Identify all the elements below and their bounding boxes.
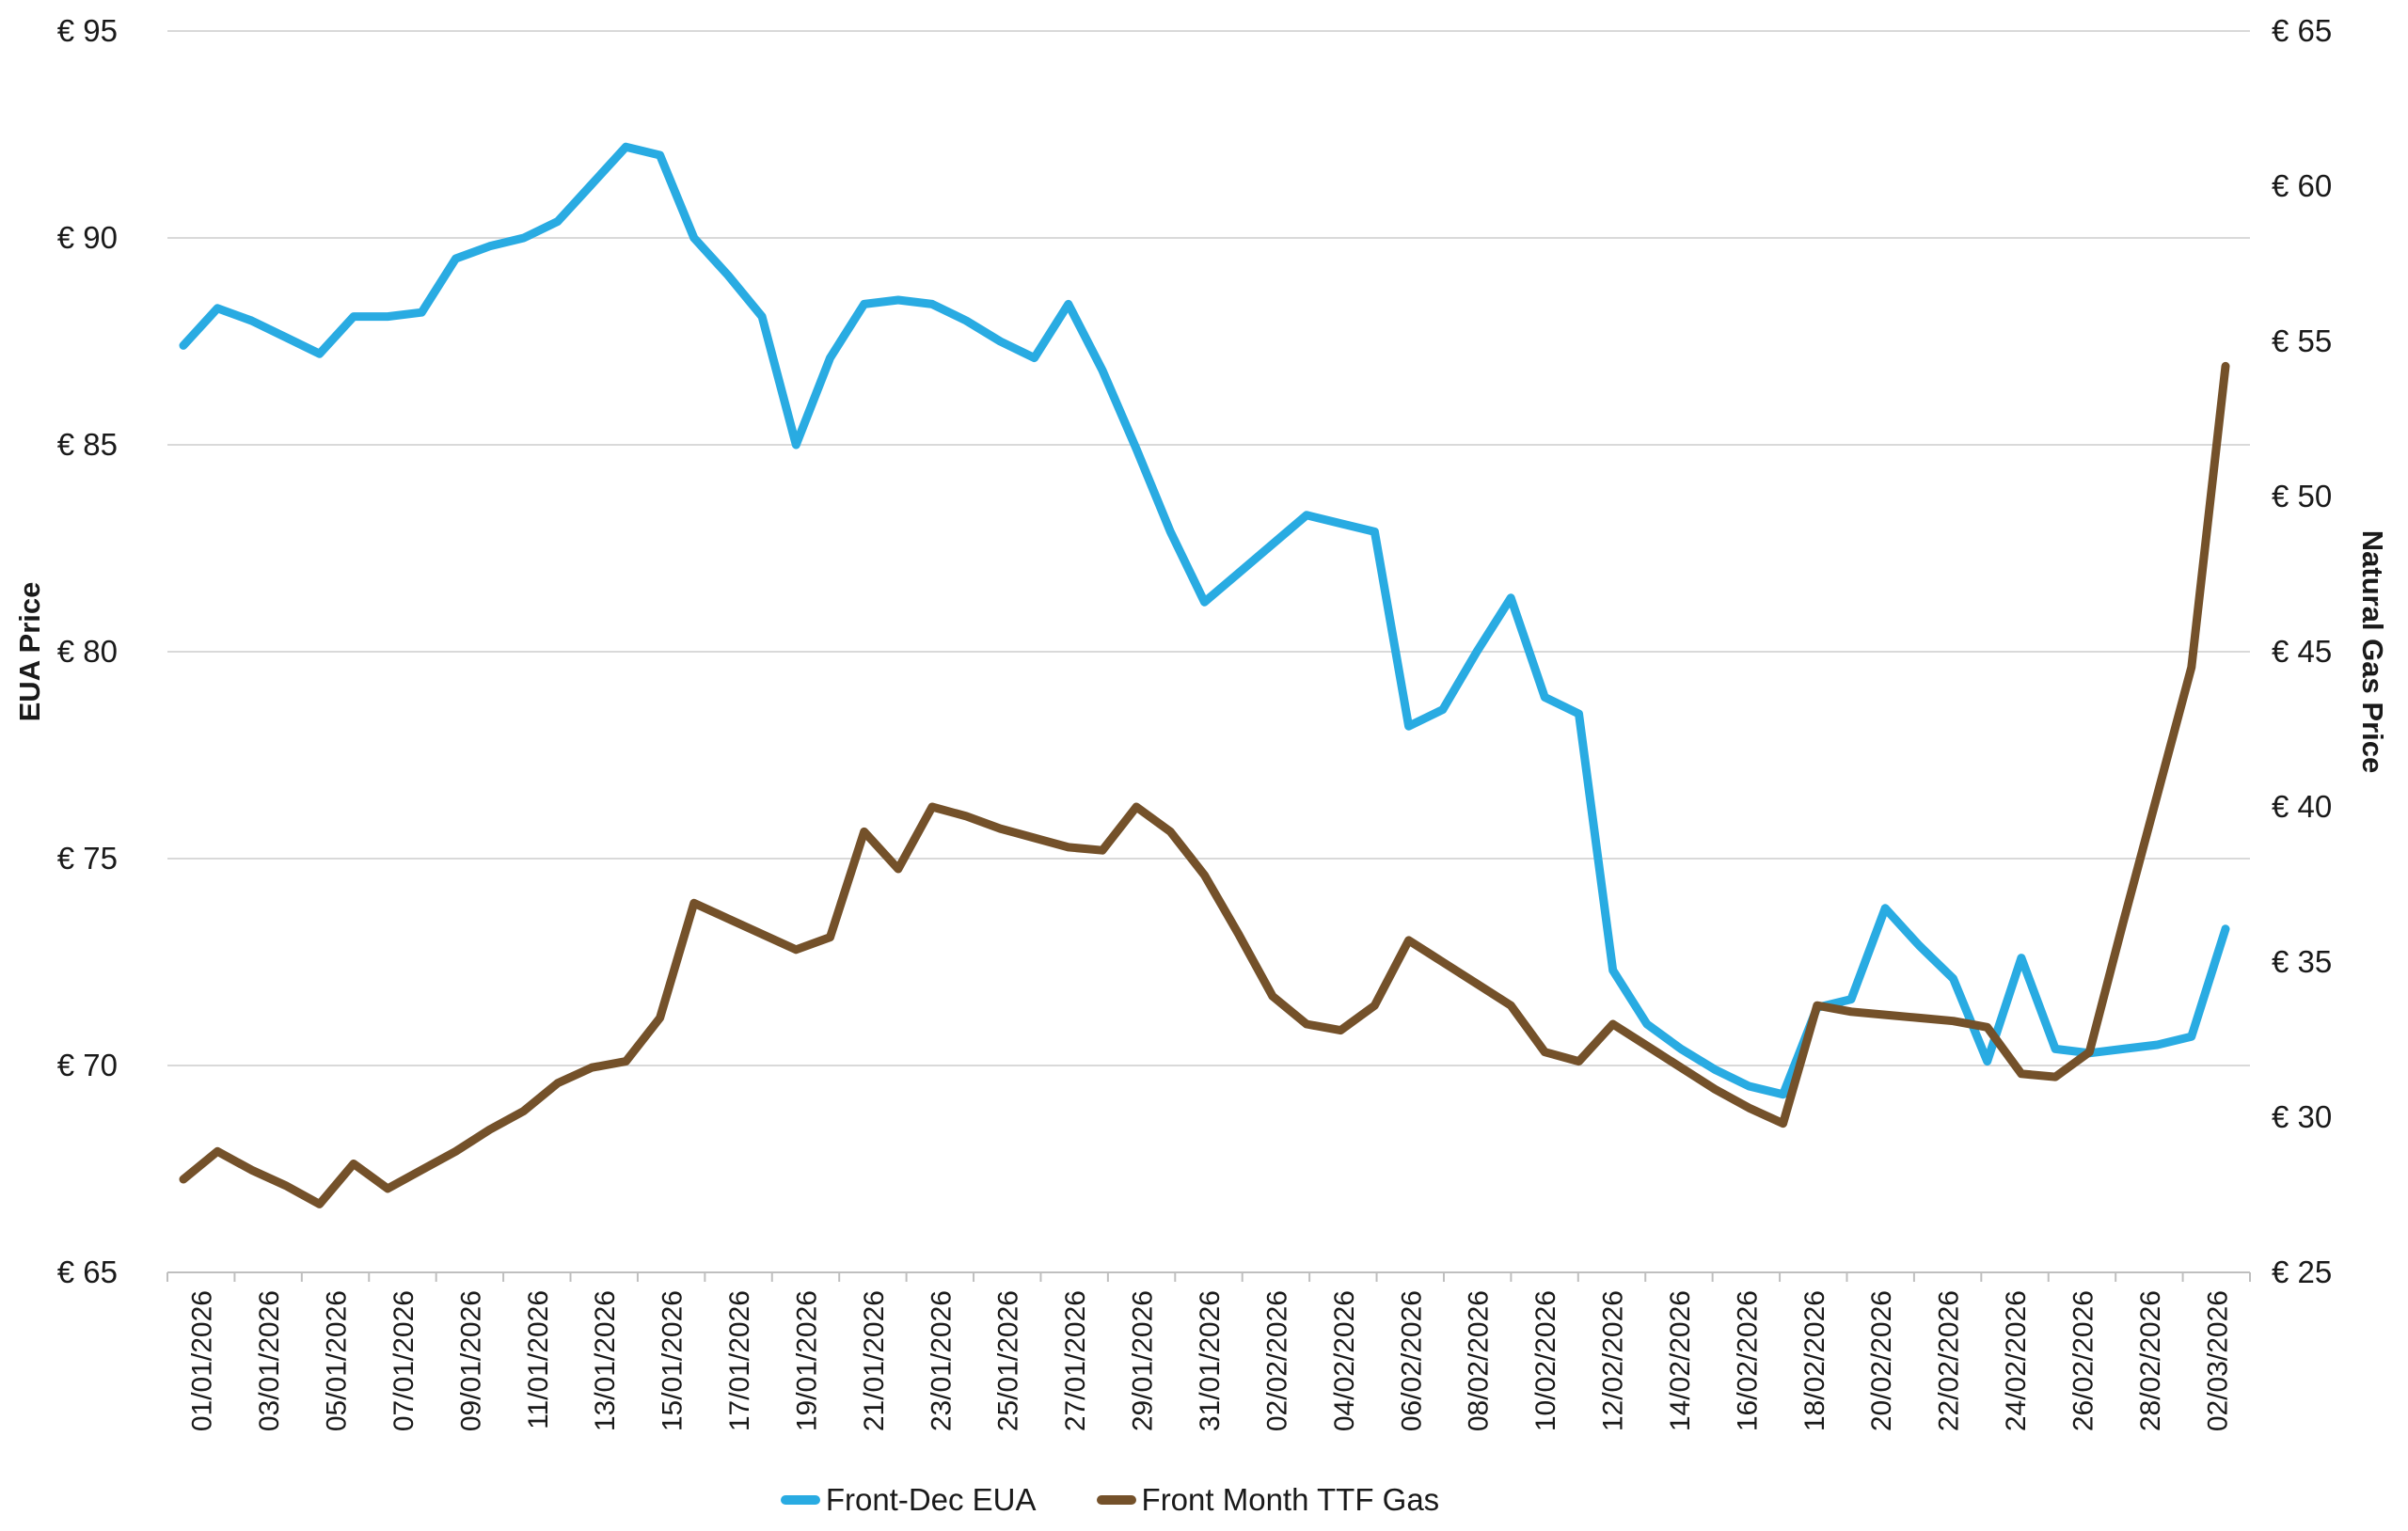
series-front-month-ttf-gas: [179, 361, 2230, 1208]
x-tick-label: 20/02/2026: [1866, 1290, 1897, 1431]
x-tick-label: 18/02/2026: [1799, 1290, 1830, 1431]
right-axis-tick-label: € 65: [2272, 13, 2332, 48]
x-tick-label: 24/02/2026: [2001, 1290, 2032, 1431]
x-tick-label: 26/02/2026: [2067, 1290, 2099, 1431]
left-axis-tick-label: € 85: [57, 427, 118, 462]
left-axis-tick-label: € 65: [57, 1255, 118, 1289]
x-tick-label: 27/01/2026: [1060, 1290, 1091, 1431]
x-tick-label: 06/02/2026: [1396, 1290, 1427, 1431]
x-tick-label: 11/01/2026: [523, 1290, 554, 1429]
right-axis-title: Natural Gas Price: [2356, 530, 2389, 773]
right-axis-tick-label: € 30: [2272, 1099, 2332, 1134]
left-axis-title: EUA Price: [13, 582, 46, 722]
x-tick-label: 23/01/2026: [926, 1290, 957, 1431]
x-tick-label: 04/02/2026: [1329, 1290, 1360, 1431]
x-tick-label: 14/02/2026: [1665, 1290, 1696, 1431]
x-tick-label: 01/01/2026: [187, 1290, 218, 1431]
left-axis-tick-label: € 95: [57, 13, 118, 48]
legend: Front-Dec EUA Front Month TTF Gas: [0, 1482, 2314, 1518]
legend-swatch-gas-icon: [1096, 1495, 1136, 1505]
right-axis-tick-label: € 25: [2272, 1255, 2332, 1289]
x-tick-label: 15/01/2026: [657, 1290, 689, 1431]
left-axis-tick-label: € 80: [57, 634, 118, 669]
x-tick-label: 12/02/2026: [1598, 1290, 1629, 1431]
x-tick-label: 02/02/2026: [1261, 1290, 1292, 1431]
right-axis-tick-label: € 50: [2272, 479, 2332, 513]
x-tick-label: 08/02/2026: [1464, 1290, 1495, 1431]
x-tick-label: 21/01/2026: [859, 1290, 890, 1431]
x-tick-label: 25/01/2026: [993, 1290, 1024, 1431]
left-axis-tick-label: € 70: [57, 1048, 118, 1082]
x-tick-label: 19/01/2026: [791, 1290, 822, 1431]
left-axis-tick-label: € 75: [57, 841, 118, 876]
x-tick-label: 07/01/2026: [388, 1290, 420, 1431]
right-axis-tick-label: € 35: [2272, 944, 2332, 979]
legend-item-front-dec-eua[interactable]: Front-Dec EUA: [780, 1482, 1037, 1518]
left-axis-tick-label: € 90: [57, 220, 118, 255]
x-tick-label: 28/02/2026: [2135, 1290, 2166, 1431]
x-tick-label: 17/01/2026: [724, 1290, 755, 1431]
legend-item-front-month-ttf-gas[interactable]: Front Month TTF Gas: [1096, 1482, 1440, 1518]
x-tick-label: 03/01/2026: [254, 1290, 285, 1431]
right-axis-tick-label: € 40: [2272, 789, 2332, 824]
x-tick-label: 10/02/2026: [1530, 1290, 1561, 1431]
legend-swatch-eua-icon: [780, 1495, 820, 1505]
x-tick-label: 13/01/2026: [590, 1290, 621, 1431]
x-tick-label: 16/02/2026: [1732, 1290, 1763, 1431]
x-tick-label: 05/01/2026: [322, 1290, 353, 1431]
right-axis-tick-label: € 60: [2272, 168, 2332, 203]
x-tick-label: 31/01/2026: [1195, 1290, 1226, 1431]
right-axis-tick-label: € 55: [2272, 324, 2332, 358]
right-axis-tick-label: € 45: [2272, 634, 2332, 669]
x-tick-label: 29/01/2026: [1128, 1290, 1159, 1431]
x-tick-label: 09/01/2026: [455, 1290, 486, 1431]
series-front-dec-eua: [179, 142, 2230, 1099]
x-tick-label: 02/03/2026: [2202, 1290, 2233, 1431]
legend-label-gas: Front Month TTF Gas: [1141, 1482, 1440, 1517]
legend-label-eua: Front-Dec EUA: [825, 1482, 1037, 1517]
x-tick-label: 22/02/2026: [1934, 1290, 1965, 1431]
